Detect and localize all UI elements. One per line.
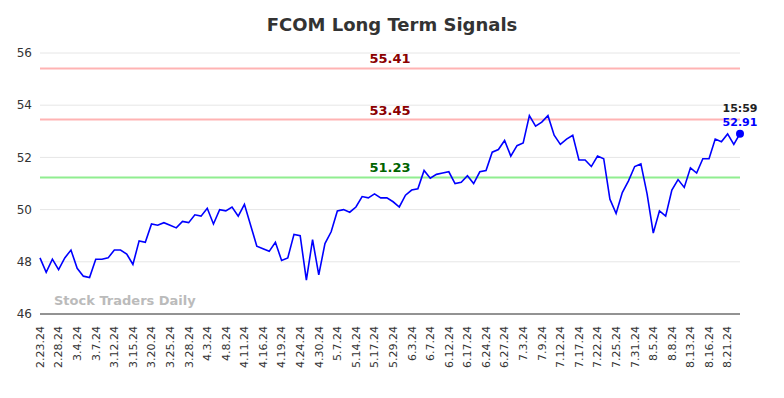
svg-text:4.11.24: 4.11.24 (238, 326, 251, 368)
html-text:FCOM Long Term Signals: FCOM Long Term Signals (266, 14, 518, 35)
svg-text:7.3.24: 7.3.24 (517, 326, 530, 361)
svg-text:6.3.24: 6.3.24 (406, 326, 419, 361)
svg-text:4.16.24: 4.16.24 (257, 326, 270, 368)
svg-text:2.23.24: 2.23.24 (34, 326, 47, 368)
svg-text:7.31.24: 7.31.24 (629, 326, 642, 368)
svg-text:3.20.24: 3.20.24 (145, 326, 158, 368)
svg-text:48: 48 (17, 255, 32, 269)
svg-text:6.24.24: 6.24.24 (480, 326, 493, 368)
svg-text:6.27.24: 6.27.24 (498, 326, 511, 368)
svg-text:55.41: 55.41 (369, 51, 410, 66)
svg-text:5.29.24: 5.29.24 (387, 326, 400, 368)
svg-text:3.4.24: 3.4.24 (71, 326, 84, 361)
html-text:Stock Traders Daily: Stock Traders Daily (54, 293, 196, 308)
svg-text:5.14.24: 5.14.24 (350, 326, 363, 368)
svg-text:53.45: 53.45 (369, 103, 410, 118)
svg-text:2.28.24: 2.28.24 (52, 326, 65, 368)
svg-text:8.5.24: 8.5.24 (647, 326, 660, 361)
svg-text:4.24.24: 4.24.24 (294, 326, 307, 368)
svg-text:3.28.24: 3.28.24 (183, 326, 196, 368)
svg-text:52: 52 (17, 151, 32, 165)
svg-text:7.9.24: 7.9.24 (536, 326, 549, 361)
svg-text:15:59: 15:59 (722, 102, 757, 115)
svg-text:54: 54 (17, 98, 32, 112)
svg-text:7.17.24: 7.17.24 (573, 326, 586, 368)
svg-text:51.23: 51.23 (369, 160, 410, 175)
svg-text:7.12.24: 7.12.24 (554, 326, 567, 368)
svg-text:52.91: 52.91 (723, 116, 758, 129)
svg-text:56: 56 (17, 46, 32, 60)
svg-text:6.7.24: 6.7.24 (424, 326, 437, 361)
svg-text:46: 46 (17, 307, 32, 321)
svg-text:5.17.24: 5.17.24 (368, 326, 381, 368)
svg-text:4.30.24: 4.30.24 (313, 326, 326, 368)
svg-text:6.17.24: 6.17.24 (461, 326, 474, 368)
svg-text:8.16.24: 8.16.24 (703, 326, 716, 368)
svg-text:3.12.24: 3.12.24 (108, 326, 121, 368)
svg-text:8.21.24: 8.21.24 (721, 326, 734, 368)
svg-text:4.8.24: 4.8.24 (220, 326, 233, 361)
svg-text:7.25.24: 7.25.24 (610, 326, 623, 368)
svg-text:50: 50 (17, 203, 32, 217)
svg-text:3.7.24: 3.7.24 (90, 326, 103, 361)
svg-text:3.25.24: 3.25.24 (164, 326, 177, 368)
svg-text:7.22.24: 7.22.24 (591, 326, 604, 368)
svg-text:8.8.24: 8.8.24 (666, 326, 679, 361)
svg-text:8.13.24: 8.13.24 (684, 326, 697, 368)
svg-text:3.15.24: 3.15.24 (127, 326, 140, 368)
svg-text:4.19.24: 4.19.24 (275, 326, 288, 368)
svg-text:4.3.24: 4.3.24 (201, 326, 214, 361)
svg-text:5.7.24: 5.7.24 (331, 326, 344, 361)
svg-text:6.12.24: 6.12.24 (443, 326, 456, 368)
